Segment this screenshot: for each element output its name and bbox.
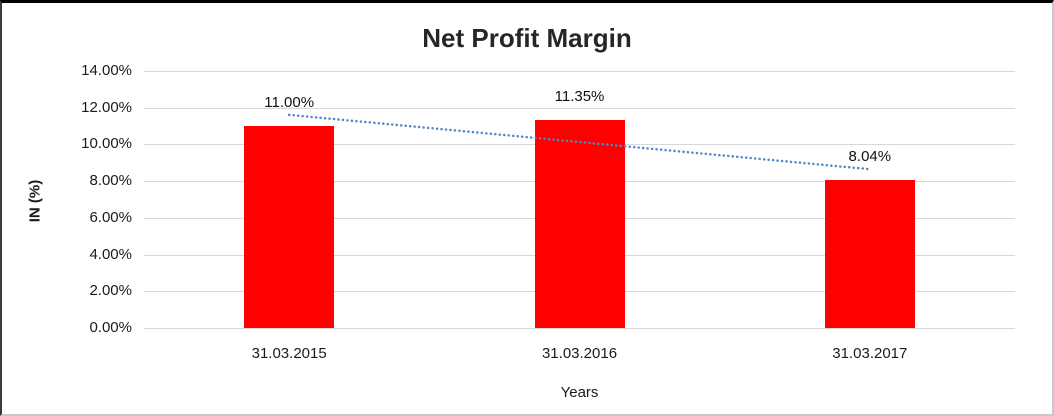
bar-31.03.2016 bbox=[534, 119, 625, 328]
x-axis-title: Years bbox=[560, 384, 599, 401]
y-axis-tick-label: 10.00% bbox=[81, 135, 132, 153]
y-gridline bbox=[144, 328, 1015, 329]
y-axis-tick-label: 8.00% bbox=[89, 172, 132, 190]
trendline bbox=[287, 113, 872, 171]
x-axis-category-label: 31.03.2016 bbox=[541, 345, 618, 362]
y-gridline bbox=[144, 71, 1015, 72]
x-axis-category-label: 31.03.2017 bbox=[832, 345, 908, 362]
y-axis-tick-label: 4.00% bbox=[89, 245, 132, 263]
bar-31.03.2017 bbox=[824, 180, 915, 328]
x-axis-category-label: 31.03.2015 bbox=[251, 345, 327, 362]
data-label: 11.00% bbox=[264, 94, 315, 112]
y-axis-tick-label: 12.00% bbox=[81, 98, 132, 116]
y-axis-tick-label: 0.00% bbox=[89, 319, 132, 336]
data-label: 8.04% bbox=[848, 148, 892, 166]
y-gridline bbox=[144, 107, 1015, 109]
chart-title: Net Profit Margin bbox=[422, 23, 632, 53]
y-axis-tick-label: 6.00% bbox=[89, 208, 132, 226]
y-axis-tick-label: 2.00% bbox=[89, 282, 132, 300]
data-label: 11.35% bbox=[554, 87, 605, 105]
bar-31.03.2015 bbox=[244, 126, 335, 328]
y-axis-tick-label: 14.00% bbox=[81, 62, 132, 79]
